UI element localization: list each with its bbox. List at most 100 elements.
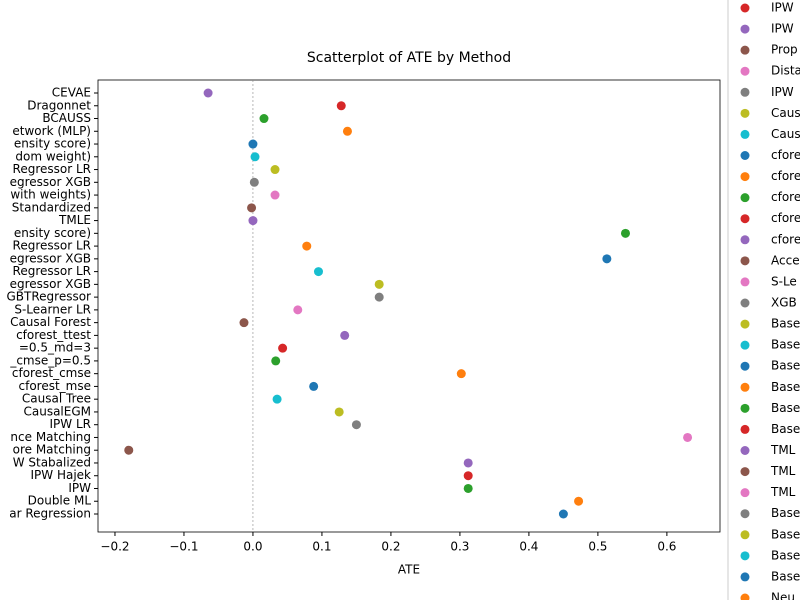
point [574,496,584,506]
legend-label: cfore [771,190,800,204]
legend-label: XGB [771,296,797,310]
legend-label: S-Le [771,274,797,288]
point [313,267,323,277]
y-tick-label: GBTRegressor [7,290,92,304]
legend-label: Base [771,359,800,373]
point [340,330,350,340]
legend-marker [740,361,750,371]
point [683,432,693,442]
x-tick-label: −0.1 [169,540,198,554]
legend-marker [740,488,750,498]
plot-frame [97,79,721,533]
point [456,369,466,379]
legend-marker [740,214,750,224]
legend-marker [740,24,750,34]
y-tick-label: cforest_mse [19,379,92,393]
x-tick-label: 0.4 [519,540,538,554]
x-tick-label: 0.0 [243,540,262,554]
y-tick-label: IPW Hajek [31,468,92,482]
legend-label: Prop [771,43,798,57]
y-tick-label: Regressor LR [13,239,91,253]
legend-marker [740,193,750,203]
legend-label: IPW [771,22,794,36]
y-tick-label: dom weight) [15,149,91,163]
legend-marker [740,424,750,434]
legend-label: Base [771,506,800,520]
legend-label: IPW [771,85,794,99]
legend-marker [740,298,750,308]
point [309,381,319,391]
legend-label: Base [771,317,800,331]
legend-label: Caus [771,127,800,141]
x-axis-label: ATE [398,563,420,577]
legend-label: TML [770,464,796,478]
legend-label: cfore [771,169,800,183]
y-tick-label: CausalEGM [23,404,91,418]
y-tick-label: BCAUSS [42,111,91,125]
point [620,228,630,238]
point [278,343,288,353]
point [558,509,568,519]
legend-marker [740,45,750,55]
legend-label: TML [770,443,796,457]
y-tick-label: ensity score) [14,226,91,240]
point [248,139,258,149]
point [272,394,282,404]
legend-marker [740,108,750,118]
y-tick-label: Dragonnet [27,98,91,112]
point [374,292,384,302]
point [124,445,134,455]
legend-marker [740,593,750,600]
legend-marker [740,572,750,582]
legend-marker [740,235,750,245]
point [270,190,280,200]
point [336,101,346,111]
y-tick-label: Causal Forest [10,315,91,329]
legend-label: Base [771,569,800,583]
legend-label: Causs [771,106,800,120]
y-tick-label: etwork (MLP) [12,124,91,138]
legend-label: cfore [771,211,800,225]
legend-label: Base [771,548,800,562]
y-tick-label: ensity score) [14,137,91,151]
legend-marker [740,129,750,139]
y-tick-label: Double ML [28,494,92,508]
y-tick-label: ar Regression [9,507,91,521]
legend-label: Base [771,380,800,394]
point [271,356,281,366]
y-tick-label: TMLE [58,213,91,227]
y-tick-label: _cmse_p=0.5 [9,353,91,367]
legend-marker [740,87,750,97]
y-tick-label: CEVAE [52,86,91,100]
point [203,88,213,98]
legend-marker [740,3,750,13]
y-tick-label: egressor XGB [10,277,91,291]
legend-marker [740,403,750,413]
point [463,458,473,468]
legend-label: cfore [771,148,800,162]
y-tick-label: nce Matching [10,430,91,444]
point [259,114,269,124]
y-tick-label: IPW LR [50,417,91,431]
legend-label: Acce [771,253,800,267]
point [463,483,473,493]
point [463,471,473,481]
x-tick-label: 0.3 [450,540,469,554]
y-tick-label: W Stabalized [13,455,91,469]
legend-label: Base [771,338,800,352]
y-tick-label: Causal Tree [22,392,91,406]
y-tick-label: Regressor LR [13,162,91,176]
y-tick-label: egressor XGB [10,175,91,189]
legend-label: Base [771,422,800,436]
y-tick-label: Regressor LR [13,264,91,278]
legend-marker [740,66,750,76]
point [302,241,312,251]
point [334,407,344,417]
x-tick-label: 0.2 [381,540,400,554]
x-tick-label: 0.1 [312,540,331,554]
y-tick-label: with weights) [10,188,91,202]
legend-box [727,0,800,600]
point [250,152,260,162]
